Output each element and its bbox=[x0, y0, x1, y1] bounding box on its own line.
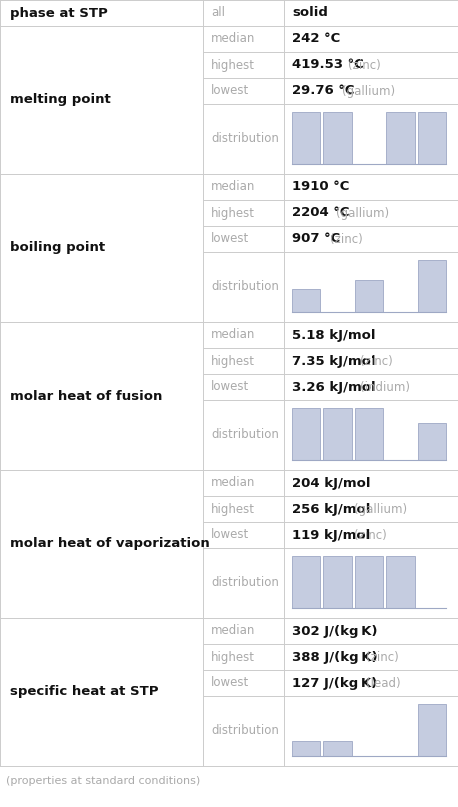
Text: median: median bbox=[211, 181, 255, 194]
Text: (zinc): (zinc) bbox=[365, 650, 398, 663]
Text: (gallium): (gallium) bbox=[342, 85, 395, 98]
Bar bbox=[386, 112, 414, 164]
Text: highest: highest bbox=[211, 58, 255, 72]
Text: lowest: lowest bbox=[211, 676, 249, 689]
Text: phase at STP: phase at STP bbox=[10, 6, 108, 19]
Text: distribution: distribution bbox=[211, 576, 279, 589]
Bar bbox=[386, 556, 414, 608]
Text: median: median bbox=[211, 625, 255, 638]
Bar bbox=[418, 423, 446, 460]
Text: distribution: distribution bbox=[211, 725, 279, 738]
Bar bbox=[323, 112, 352, 164]
Text: highest: highest bbox=[211, 650, 255, 663]
Text: highest: highest bbox=[211, 354, 255, 367]
Text: 29.76 °C: 29.76 °C bbox=[292, 85, 354, 98]
Text: (zinc): (zinc) bbox=[360, 354, 393, 367]
Text: highest: highest bbox=[211, 503, 255, 516]
Text: (gallium): (gallium) bbox=[354, 503, 407, 516]
Text: 907 °C: 907 °C bbox=[292, 232, 340, 245]
Bar bbox=[292, 556, 320, 608]
Text: 419.53 °C: 419.53 °C bbox=[292, 58, 364, 72]
Text: 242 °C: 242 °C bbox=[292, 32, 340, 45]
Bar bbox=[355, 556, 383, 608]
Text: 204 kJ/mol: 204 kJ/mol bbox=[292, 476, 371, 490]
Text: 127 J/(kg K): 127 J/(kg K) bbox=[292, 676, 377, 689]
Text: specific heat at STP: specific heat at STP bbox=[10, 685, 158, 699]
Bar bbox=[355, 280, 383, 312]
Text: (zinc): (zinc) bbox=[354, 529, 387, 541]
Text: molar heat of vaporization: molar heat of vaporization bbox=[10, 537, 210, 550]
Bar bbox=[292, 289, 320, 312]
Text: distribution: distribution bbox=[211, 132, 279, 145]
Text: melting point: melting point bbox=[10, 94, 111, 107]
Text: lowest: lowest bbox=[211, 232, 249, 245]
Text: 3.26 kJ/mol: 3.26 kJ/mol bbox=[292, 380, 376, 394]
Bar bbox=[418, 704, 446, 756]
Text: distribution: distribution bbox=[211, 281, 279, 294]
Bar bbox=[355, 408, 383, 460]
Bar bbox=[292, 112, 320, 164]
Text: (zinc): (zinc) bbox=[330, 232, 363, 245]
Text: 256 kJ/mol: 256 kJ/mol bbox=[292, 503, 371, 516]
Text: median: median bbox=[211, 32, 255, 45]
Bar bbox=[292, 408, 320, 460]
Text: 1910 °C: 1910 °C bbox=[292, 181, 349, 194]
Text: median: median bbox=[211, 476, 255, 490]
Text: (indium): (indium) bbox=[360, 380, 410, 394]
Text: boiling point: boiling point bbox=[10, 241, 105, 254]
Text: all: all bbox=[211, 6, 225, 19]
Text: 388 J/(kg K): 388 J/(kg K) bbox=[292, 650, 377, 663]
Bar bbox=[323, 556, 352, 608]
Text: distribution: distribution bbox=[211, 429, 279, 441]
Bar bbox=[292, 742, 320, 756]
Text: lowest: lowest bbox=[211, 529, 249, 541]
Bar bbox=[323, 742, 352, 756]
Text: highest: highest bbox=[211, 207, 255, 220]
Text: 302 J/(kg K): 302 J/(kg K) bbox=[292, 625, 377, 638]
Text: (lead): (lead) bbox=[365, 676, 400, 689]
Text: 7.35 kJ/mol: 7.35 kJ/mol bbox=[292, 354, 376, 367]
Bar bbox=[418, 260, 446, 312]
Text: (gallium): (gallium) bbox=[336, 207, 389, 220]
Bar bbox=[418, 112, 446, 164]
Text: 119 kJ/mol: 119 kJ/mol bbox=[292, 529, 370, 541]
Text: median: median bbox=[211, 328, 255, 341]
Text: molar heat of fusion: molar heat of fusion bbox=[10, 390, 163, 403]
Text: 5.18 kJ/mol: 5.18 kJ/mol bbox=[292, 328, 376, 341]
Text: (zinc): (zinc) bbox=[348, 58, 381, 72]
Text: solid: solid bbox=[292, 6, 328, 19]
Text: (properties at standard conditions): (properties at standard conditions) bbox=[6, 776, 200, 786]
Text: 2204 °C: 2204 °C bbox=[292, 207, 349, 220]
Text: lowest: lowest bbox=[211, 380, 249, 394]
Bar bbox=[323, 408, 352, 460]
Text: lowest: lowest bbox=[211, 85, 249, 98]
